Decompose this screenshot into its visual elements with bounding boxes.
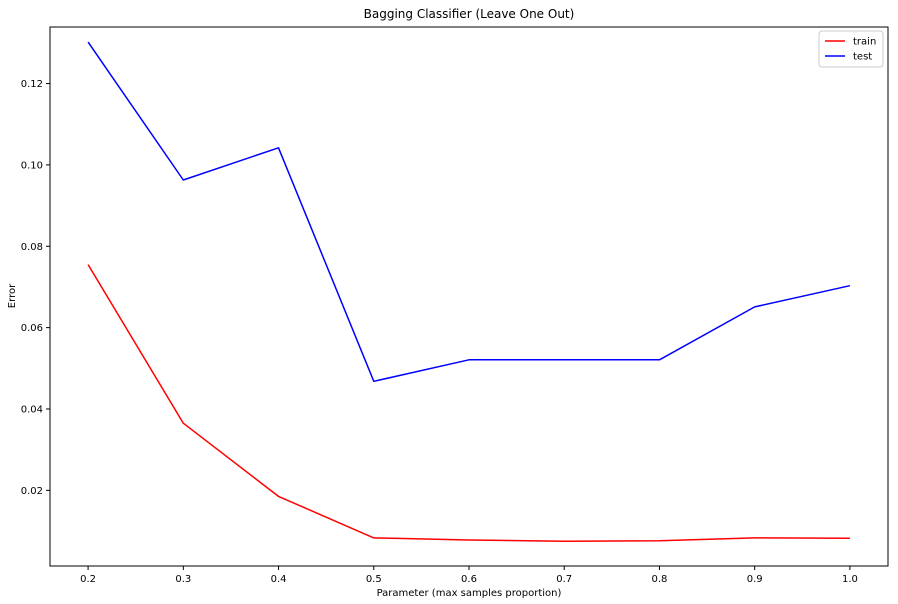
x-tick-label: 0.2 xyxy=(80,574,96,585)
y-tick-label: 0.12 xyxy=(21,79,43,90)
x-tick-label: 0.4 xyxy=(271,574,287,585)
chart-title: Bagging Classifier (Leave One Out) xyxy=(364,7,575,21)
y-tick-label: 0.06 xyxy=(21,323,43,334)
series-line-train xyxy=(87,264,850,542)
x-tick-label: 0.3 xyxy=(175,574,191,585)
y-tick-label: 0.04 xyxy=(21,404,43,415)
legend-label-test: test xyxy=(853,52,872,63)
legend-box xyxy=(818,30,884,68)
y-tick-label: 0.02 xyxy=(21,486,43,497)
y-tick-label: 0.10 xyxy=(21,160,43,171)
x-tick-label: 0.9 xyxy=(747,574,763,585)
x-tick-label: 0.8 xyxy=(652,574,668,585)
plot-frame xyxy=(49,26,889,567)
x-tick-label: 0.7 xyxy=(556,574,572,585)
x-axis: 0.2 0.3 0.4 0.5 0.6 0.7 0.8 0.9 1.0 xyxy=(80,566,858,585)
y-axis-label: Error xyxy=(7,283,18,308)
series-layer xyxy=(87,41,851,542)
x-tick-label: 0.5 xyxy=(366,574,382,585)
y-axis: 0.02 0.04 0.06 0.08 0.10 0.12 xyxy=(21,79,50,497)
legend: train test xyxy=(818,30,884,68)
x-tick-label: 0.6 xyxy=(461,574,477,585)
legend-label-train: train xyxy=(853,37,876,48)
plot-area xyxy=(49,26,889,567)
x-tick-label: 1.0 xyxy=(842,574,858,585)
y-tick-label: 0.08 xyxy=(21,242,43,253)
x-axis-label: Parameter (max samples proportion) xyxy=(377,588,562,599)
series-line-test xyxy=(87,41,851,383)
